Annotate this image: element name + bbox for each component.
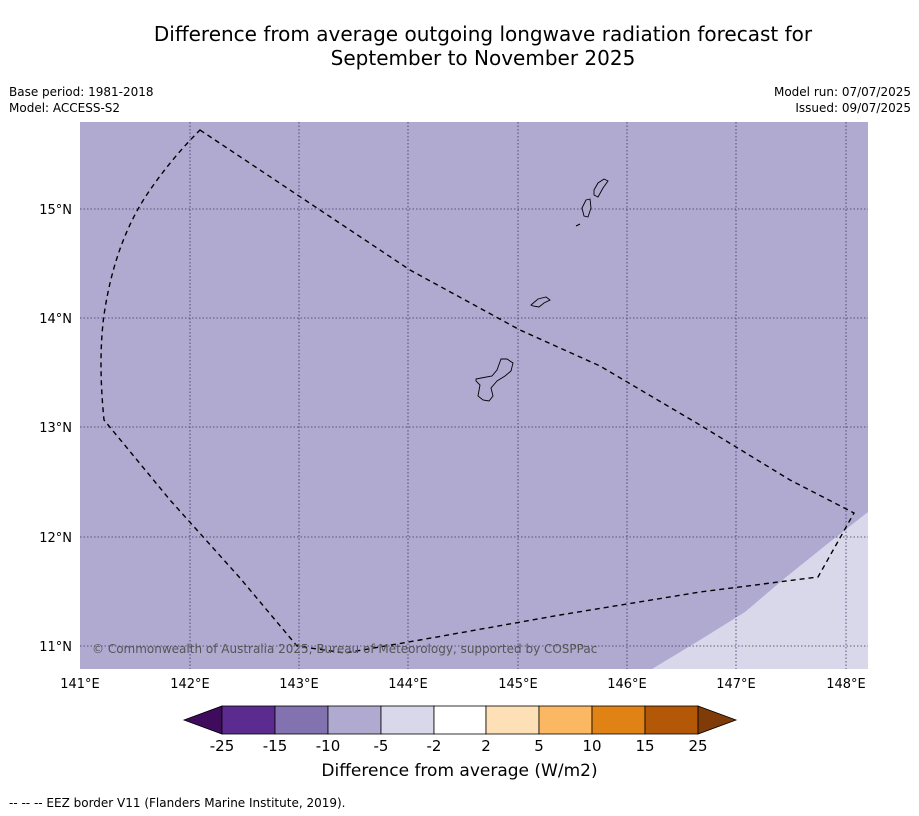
colorbar-segment bbox=[274, 705, 329, 735]
colorbar-tick-label: 5 bbox=[534, 737, 544, 755]
copyright-text: © Commonwealth of Australia 2025, Bureau… bbox=[92, 642, 597, 656]
colorbar-segment bbox=[433, 705, 487, 735]
colorbar-tick-label: 2 bbox=[481, 737, 491, 755]
base-period: Base period: 1981-2018 bbox=[9, 85, 154, 99]
colorbar-low-extension bbox=[182, 705, 223, 735]
issued-date: Issued: 09/07/2025 bbox=[795, 101, 911, 115]
map-title: Difference from average outgoing longwav… bbox=[0, 22, 919, 70]
lon-label: 143°E bbox=[279, 677, 319, 692]
saipan-island bbox=[593, 178, 609, 198]
colorbar-segment bbox=[380, 705, 435, 735]
colorbar-high-extension bbox=[697, 705, 738, 735]
tinian-island bbox=[581, 198, 592, 218]
lat-labels: 15°N 14°N 13°N 12°N 11°N bbox=[39, 203, 72, 655]
colorbar-segment bbox=[644, 705, 699, 735]
colorbar-ticks: -25 -15 -10 -5 -2 2 5 10 15 25 bbox=[210, 737, 708, 755]
colorbar-tick-label: -25 bbox=[210, 737, 235, 755]
colorbar-tick-label: 25 bbox=[688, 737, 707, 755]
anomaly-fill-light bbox=[652, 512, 868, 669]
colorbar-tick-label: -10 bbox=[316, 737, 341, 755]
colorbar-segment bbox=[485, 705, 540, 735]
colorbar-segment bbox=[221, 705, 276, 735]
colorbar-tick-label: 15 bbox=[635, 737, 654, 755]
lon-label: 145°E bbox=[498, 677, 538, 692]
colorbar-segment bbox=[538, 705, 593, 735]
anomaly-fill-main bbox=[80, 122, 868, 669]
lat-label: 13°N bbox=[39, 421, 72, 436]
lon-label: 148°E bbox=[826, 677, 866, 692]
rota-island bbox=[530, 296, 551, 308]
colorbar-segment bbox=[591, 705, 646, 735]
lon-label: 141°E bbox=[60, 677, 100, 692]
colorbar bbox=[182, 705, 738, 735]
lat-label: 14°N bbox=[39, 312, 72, 327]
colorbar-segment bbox=[327, 705, 382, 735]
colorbar-tick-label: -5 bbox=[374, 737, 389, 755]
model-run: Model run: 07/07/2025 bbox=[773, 85, 911, 99]
colorbar-tick-label: 10 bbox=[582, 737, 601, 755]
lat-label: 15°N bbox=[39, 203, 72, 218]
lon-labels: 141°E 142°E 143°E 144°E 145°E 146°E 147°… bbox=[60, 677, 866, 692]
metadata-right: Model run: 07/07/2025 Issued: 09/07/2025 bbox=[774, 84, 911, 116]
colorbar-tick-label: -2 bbox=[427, 737, 442, 755]
lon-label: 142°E bbox=[170, 677, 210, 692]
lat-label: 12°N bbox=[39, 531, 72, 546]
map-title-line1: Difference from average outgoing longwav… bbox=[153, 22, 813, 46]
colorbar-tick-label: -15 bbox=[263, 737, 288, 755]
model-name: Model: ACCESS-S2 bbox=[9, 101, 121, 115]
metadata-left: Base period: 1981-2018 Model: ACCESS-S2 bbox=[9, 84, 154, 116]
map-title-line2: September to November 2025 bbox=[330, 46, 636, 70]
lon-label: 144°E bbox=[388, 677, 428, 692]
lon-label: 146°E bbox=[607, 677, 647, 692]
aguijan-island bbox=[575, 223, 581, 227]
colorbar-title: Difference from average (W/m2) bbox=[321, 761, 598, 781]
graticule bbox=[80, 122, 868, 669]
lat-label: 11°N bbox=[39, 640, 72, 655]
guam-island bbox=[475, 358, 514, 402]
lon-label: 147°E bbox=[716, 677, 756, 692]
eez-footnote: -- -- -- EEZ border V11 (Flanders Marine… bbox=[9, 796, 346, 810]
